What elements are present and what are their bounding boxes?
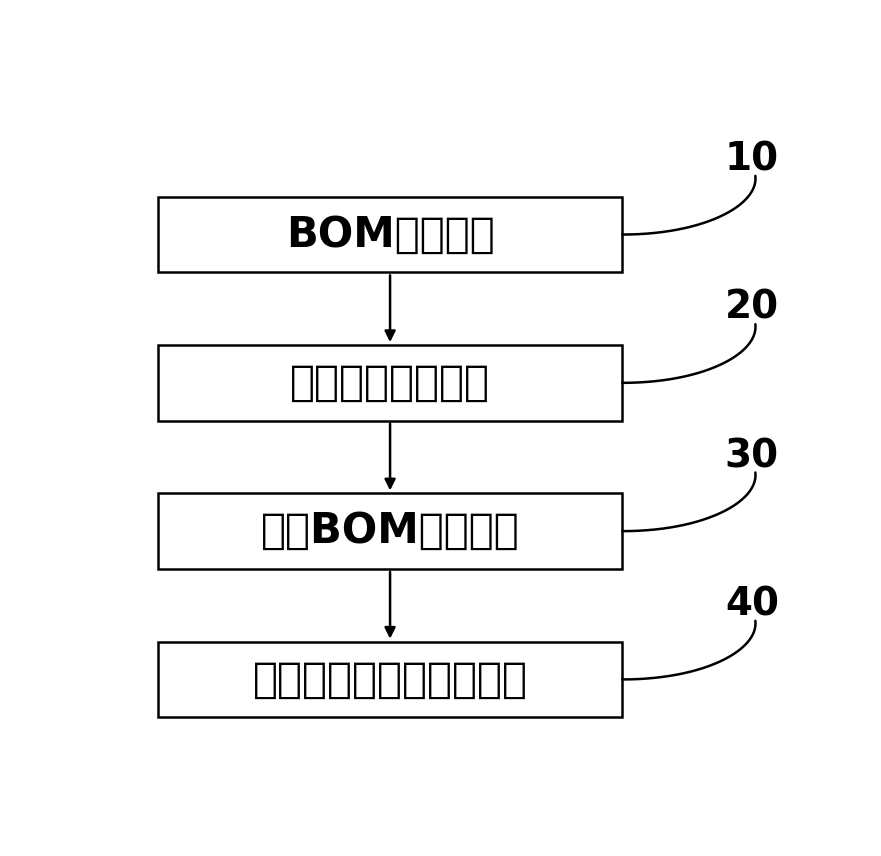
FancyBboxPatch shape xyxy=(158,345,622,421)
FancyBboxPatch shape xyxy=(158,641,622,717)
FancyBboxPatch shape xyxy=(158,493,622,569)
Text: BOM接收模块: BOM接收模块 xyxy=(285,213,494,256)
Text: 工艺BOM获得模块: 工艺BOM获得模块 xyxy=(261,510,520,552)
Text: 三维模型获得模块: 三维模型获得模块 xyxy=(290,362,490,404)
Text: 40: 40 xyxy=(725,586,779,623)
FancyBboxPatch shape xyxy=(158,197,622,272)
Text: 工艺流程图制作完成模块: 工艺流程图制作完成模块 xyxy=(253,658,528,700)
Text: 20: 20 xyxy=(725,288,779,327)
Text: 10: 10 xyxy=(725,140,779,178)
Text: 30: 30 xyxy=(725,437,779,475)
